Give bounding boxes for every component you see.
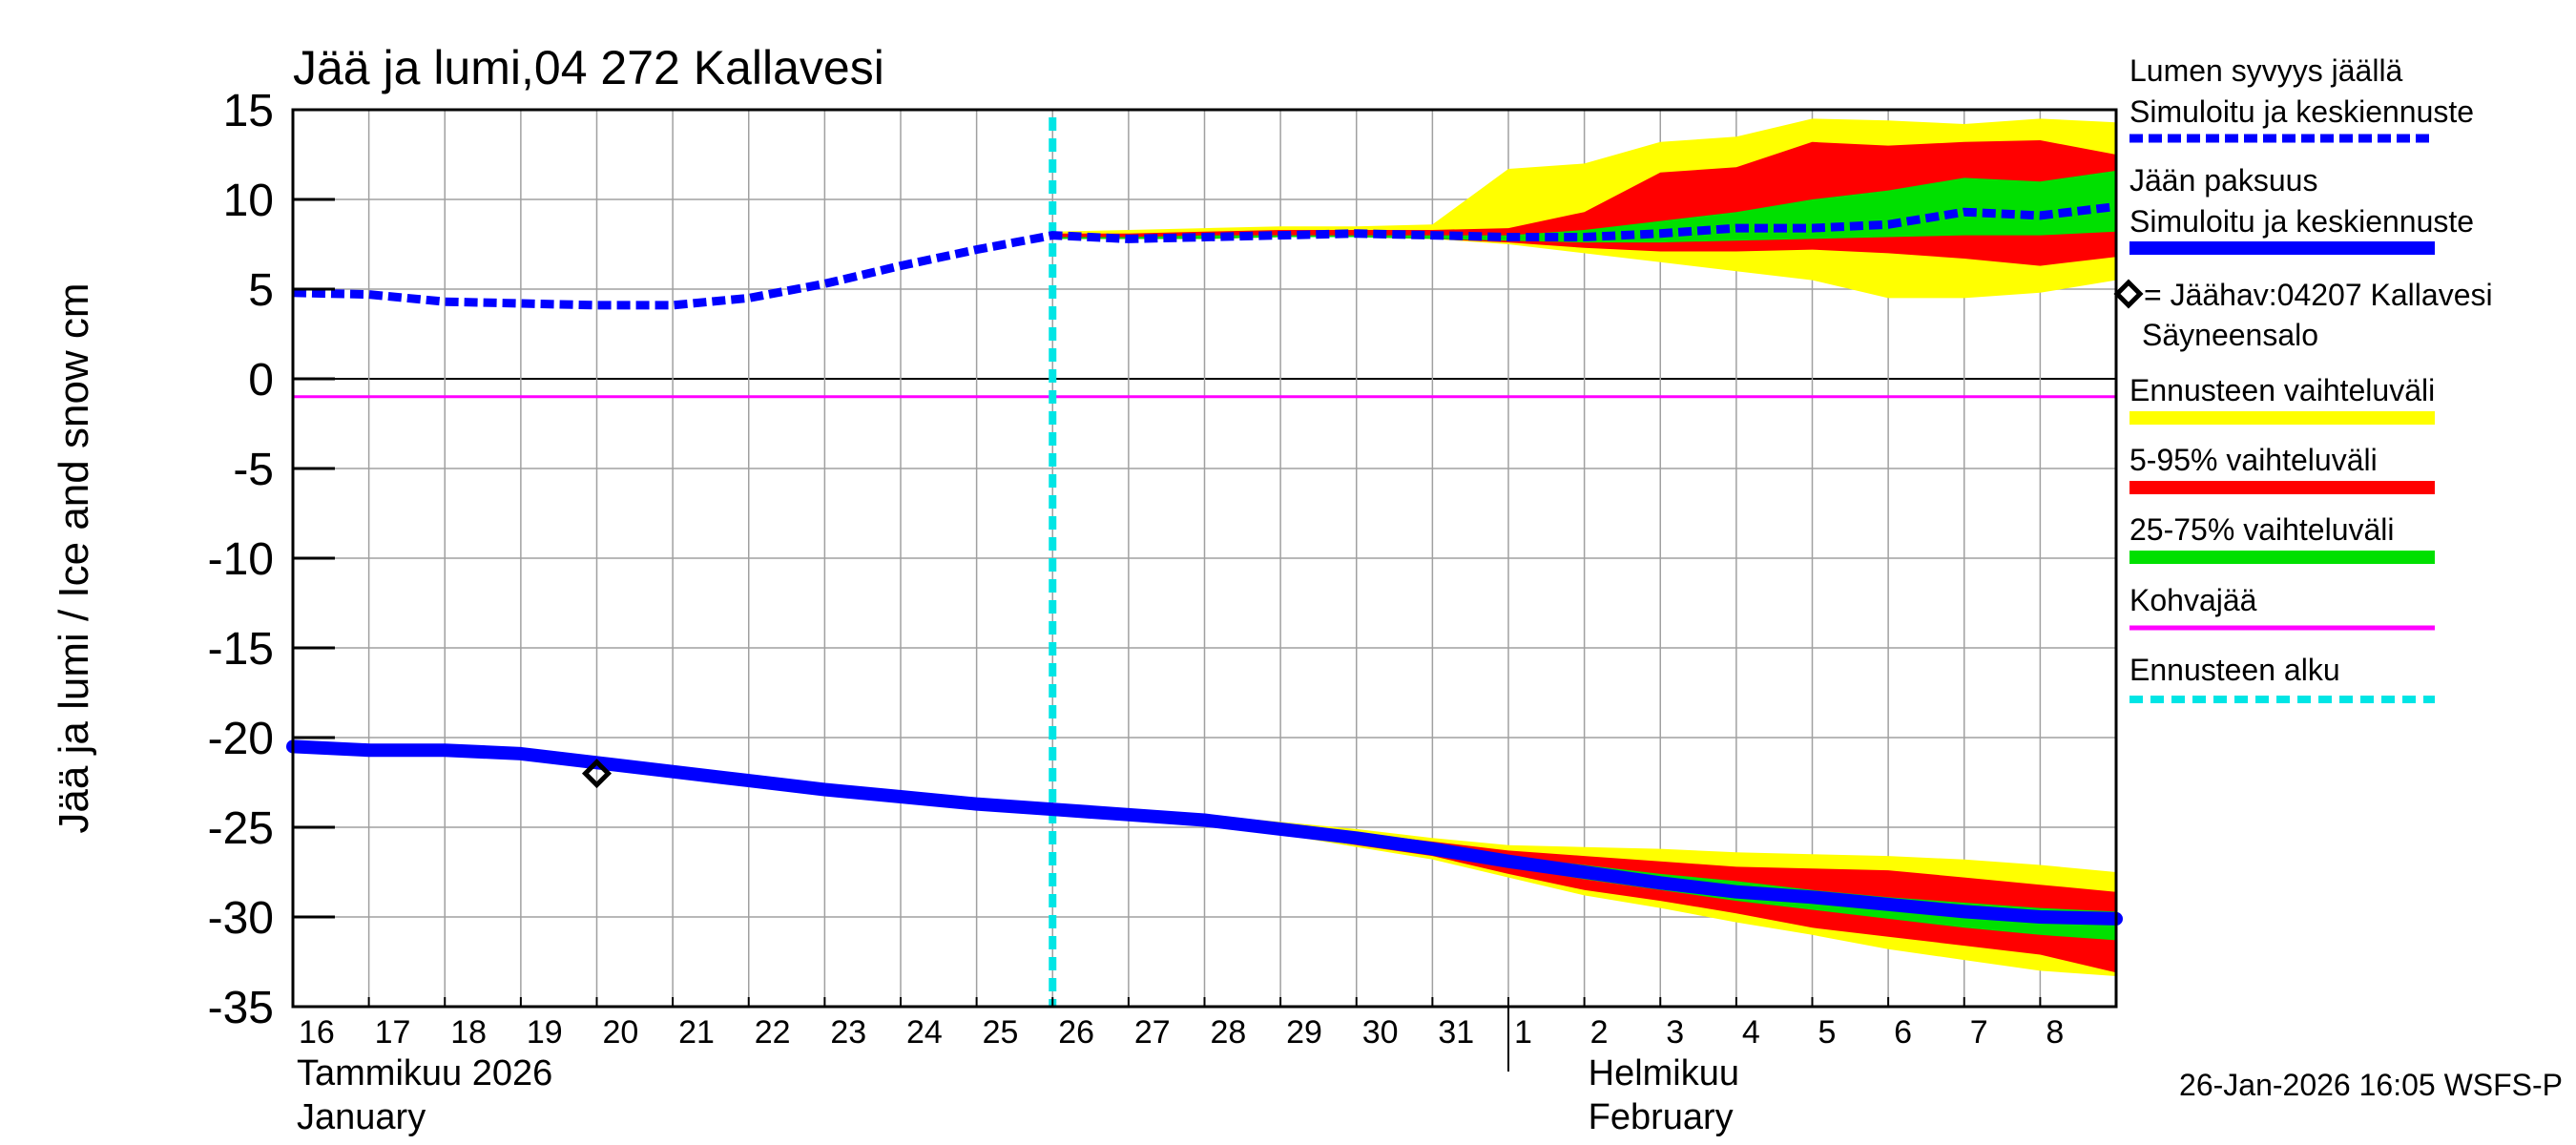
x-tick-label: 29 [1286, 1014, 1322, 1051]
ice-band-5-95 [1052, 809, 2116, 973]
x-tick-label: 17 [375, 1014, 411, 1051]
legend-observation-label: = Jäähav:04207 Kallavesi [2144, 278, 2493, 312]
x-tick-label: 4 [1742, 1014, 1760, 1051]
y-tick-label: -5 [233, 445, 274, 495]
x-tick-label: 7 [1970, 1014, 1988, 1051]
y-tick-label: -10 [208, 534, 274, 585]
ice-band-range-all [1052, 809, 2116, 976]
x-tick-label: 1 [1514, 1014, 1532, 1051]
legend-observation-marker [2113, 279, 2144, 309]
legend-kohvajaa-label: Kohvajää [2129, 583, 2257, 617]
legend-range-all-label: Ennusteen vaihteluväli [2129, 373, 2435, 407]
y-tick-label: -25 [208, 803, 274, 854]
legend-ice-title: Jään paksuus [2129, 163, 2317, 198]
x-tick-label: 27 [1134, 1014, 1171, 1051]
y-tick-label: -30 [208, 893, 274, 944]
x-tick-label: 26 [1058, 1014, 1094, 1051]
x-tick-label: 30 [1362, 1014, 1399, 1051]
grid [293, 110, 2116, 1007]
y-axis-label: Jää ja lumi / Ice and snow cm [51, 282, 97, 833]
y-tick-label: -35 [208, 983, 274, 1033]
y-tick-label: 0 [248, 355, 274, 406]
legend-snow-subtitle: Simuloitu ja keskiennuste [2129, 94, 2474, 129]
footer-timestamp: 26-Jan-2026 16:05 WSFS-P [2179, 1068, 2563, 1102]
legend-snow-title: Lumen syvyys jäällä [2129, 53, 2403, 88]
y-tick-label: -20 [208, 714, 274, 764]
x-tick-label: 5 [1818, 1014, 1837, 1051]
month-label-en: January [297, 1097, 426, 1137]
reference-lines [293, 117, 2116, 1007]
x-tick-label: 16 [299, 1014, 335, 1051]
x-tick-label: 22 [755, 1014, 791, 1051]
legend-range-25-75-label: 25-75% vaihteluväli [2129, 512, 2395, 547]
y-tick-label: -15 [208, 624, 274, 675]
x-tick-label: 31 [1438, 1014, 1474, 1051]
x-tick-label: 19 [527, 1014, 563, 1051]
legend-ice-subtitle: Simuloitu ja keskiennuste [2129, 204, 2474, 239]
chart-title: Jää ja lumi,04 272 Kallavesi [293, 41, 884, 94]
x-tick-label: 2 [1590, 1014, 1609, 1051]
x-tick-label: 24 [906, 1014, 943, 1051]
month-label-en: February [1589, 1097, 1734, 1137]
legend-observation-site: Säyneensalo [2142, 318, 2318, 352]
x-tick-label: 25 [983, 1014, 1019, 1051]
month-label-fi: Tammikuu 2026 [297, 1053, 552, 1093]
x-tick-label: 28 [1211, 1014, 1247, 1051]
x-tick-label: 6 [1894, 1014, 1912, 1051]
series-lines [286, 202, 2123, 926]
legend-range-5-95-label: 5-95% vaihteluväli [2129, 443, 2378, 477]
x-tick-label: 8 [2046, 1014, 2064, 1051]
x-tick-label: 18 [450, 1014, 487, 1051]
y-tick-label: 15 [223, 86, 274, 136]
y-tick-label: 5 [248, 265, 274, 316]
x-tick-label: 23 [830, 1014, 866, 1051]
x-tick-label: 21 [678, 1014, 715, 1051]
legend-forecast-start-label: Ennusteen alku [2129, 653, 2340, 687]
x-tick-label: 20 [603, 1014, 639, 1051]
x-tick-label: 3 [1666, 1014, 1684, 1051]
month-label-fi: Helmikuu [1589, 1053, 1739, 1093]
observation-marker [581, 759, 613, 789]
snow-depth-line [292, 202, 2117, 310]
legend: Lumen syvyys jäällä Simuloitu ja keskien… [2113, 53, 2493, 703]
y-tick-label: 10 [223, 176, 274, 226]
